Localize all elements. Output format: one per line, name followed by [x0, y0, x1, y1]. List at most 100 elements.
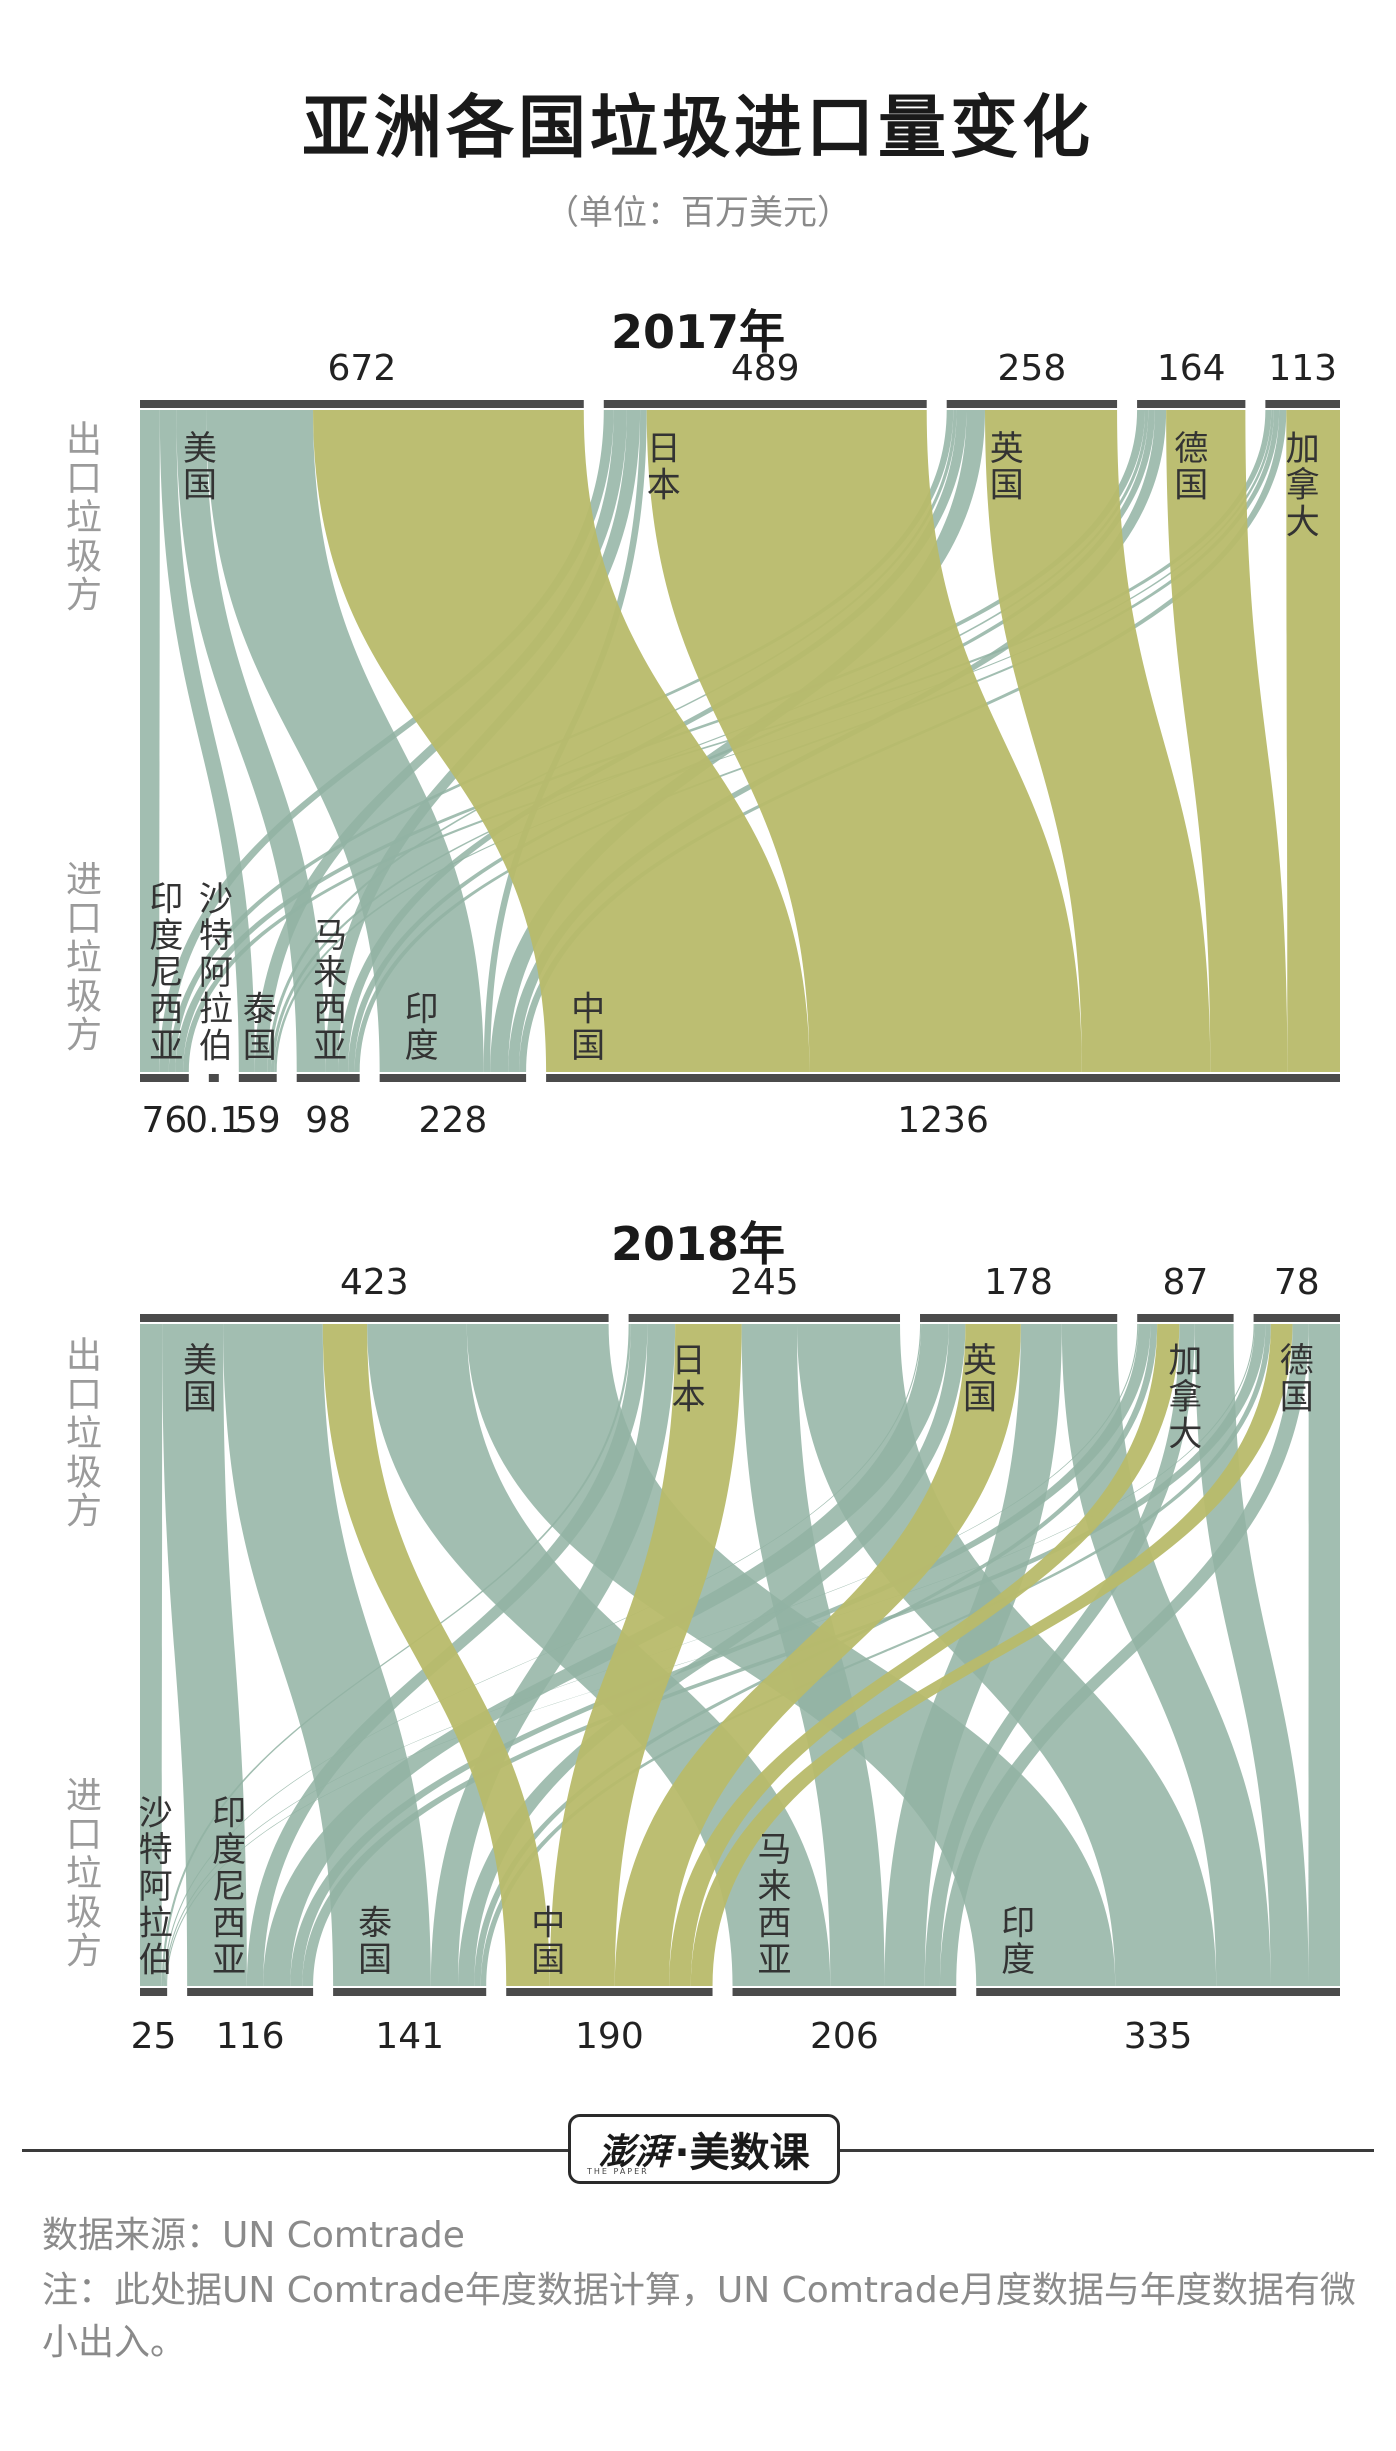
footnote: 注：此处据UN Comtrade年度数据计算，UN Comtrade月度数据与年…	[42, 2270, 1356, 2363]
flow-band	[162, 1324, 247, 1986]
flow-band	[223, 1324, 431, 1986]
side-label-export: 出口垃圾方	[66, 1336, 102, 1533]
logo-tiny-text: THE PAPER	[587, 2167, 649, 2176]
flow-band	[646, 410, 1082, 1072]
importer-bar	[379, 1074, 527, 1082]
importer-value: 25	[131, 2016, 177, 2057]
flow-band	[176, 410, 326, 1072]
flow-band	[924, 1324, 1195, 1986]
importer-value: 0.1	[185, 1100, 242, 1141]
flow-band	[549, 1324, 742, 1986]
importer-label: 印度尼西亚	[212, 1793, 246, 1980]
page-subtitle: （单位：百万美元）	[545, 193, 851, 233]
exporter-value: 78	[1274, 1262, 1320, 1303]
exporter-bar	[140, 400, 584, 408]
importer-label: 沙特阿拉伯	[139, 1793, 173, 1980]
flow-band	[140, 1324, 163, 1986]
flow-band	[302, 1324, 1266, 1986]
flow-band	[690, 1324, 1293, 1986]
flow-band	[480, 1324, 1271, 1986]
side-label-import: 进口垃圾方	[66, 1776, 102, 1973]
exporter-bar	[140, 1314, 609, 1322]
flow-band	[884, 1324, 1062, 1986]
importer-value: 98	[305, 1100, 351, 1141]
importer-label: 马来西亚	[313, 916, 347, 1066]
exporter-label: 日本	[647, 429, 681, 506]
exporter-label: 加拿大	[1286, 429, 1320, 542]
flow-band	[263, 1324, 949, 1986]
importer-bar	[506, 1988, 713, 1996]
flow-band	[206, 410, 484, 1072]
flow-band	[322, 1324, 550, 1986]
exporter-label: 加拿大	[1168, 1341, 1202, 1454]
exporter-bar	[1253, 1314, 1340, 1322]
importer-value: 228	[419, 1100, 488, 1141]
flow-band	[159, 410, 255, 1072]
flow-band	[669, 1324, 1180, 1986]
chart-title: 2018年	[611, 1217, 785, 1271]
importer-label: 印度	[405, 990, 439, 1067]
exporter-label: 美国	[183, 429, 217, 506]
importer-bar	[140, 1074, 189, 1082]
importer-label: 印度尼西亚	[149, 879, 183, 1066]
exporter-value: 258	[998, 348, 1067, 389]
flow-band	[159, 410, 614, 1072]
exporter-bar	[946, 400, 1118, 408]
exporter-bar	[628, 1314, 901, 1322]
exporter-label: 德国	[1174, 429, 1208, 506]
exporter-value: 178	[984, 1262, 1053, 1303]
importer-bar	[976, 1988, 1340, 1996]
exporter-label: 美国	[183, 1341, 217, 1418]
exporter-bar	[1265, 400, 1340, 408]
exporter-bar	[1137, 1314, 1234, 1322]
importer-bar	[140, 1988, 168, 1996]
importer-label: 马来西亚	[758, 1830, 792, 1980]
brand-logo: 澎湃 ·美数课 THE PAPER	[568, 2114, 840, 2184]
importer-label: 沙特阿拉伯	[199, 879, 233, 1066]
flow-band	[985, 410, 1211, 1072]
flow-band	[183, 410, 1272, 1072]
importer-value: 141	[375, 2016, 444, 2057]
exporter-label: 德国	[1280, 1341, 1314, 1418]
flow-band	[1308, 1324, 1340, 1986]
chart-title: 2017年	[611, 305, 785, 359]
importer-bar	[296, 1074, 360, 1082]
footer-divider-right	[840, 2149, 1374, 2152]
flow-band	[161, 1324, 631, 1986]
importer-value: 76	[142, 1100, 188, 1141]
flow-band	[457, 1324, 966, 1986]
flow-band	[614, 1324, 1021, 1986]
importer-label: 中国	[571, 990, 605, 1067]
flow-band	[313, 410, 810, 1072]
exporter-label: 日本	[672, 1341, 706, 1418]
logo-sub-text: ·美数课	[674, 2130, 810, 2176]
page-title: 亚洲各国垃圾进口量变化	[301, 89, 1094, 168]
exporter-label: 英国	[990, 429, 1024, 506]
logo-brand-text: 澎湃	[598, 2131, 671, 2173]
exporter-value: 489	[731, 348, 800, 389]
flow-band	[270, 410, 1149, 1072]
side-label-export: 出口垃圾方	[66, 420, 102, 617]
exporter-bar	[920, 1314, 1118, 1322]
flow-band	[163, 1324, 922, 1986]
importer-value: 59	[235, 1100, 281, 1141]
flow-band	[430, 1324, 676, 1986]
importer-label: 印度	[1001, 1904, 1035, 1981]
exporter-label: 英国	[963, 1341, 997, 1418]
sankey-charts: 2017年出口垃圾方进口垃圾方672美国489日本258英国164德国113加拿…	[66, 305, 1340, 2057]
flow-band	[290, 1324, 1151, 1986]
importer-bar	[238, 1074, 277, 1082]
flow-band	[1166, 410, 1288, 1072]
exporter-value: 423	[340, 1262, 409, 1303]
flow-band	[1286, 410, 1340, 1072]
importer-label: 中国	[531, 1904, 565, 1981]
importer-bar	[333, 1988, 487, 1996]
flow-band	[166, 1324, 1255, 1986]
importer-label: 泰国	[358, 1904, 392, 1981]
exporter-value: 245	[730, 1262, 799, 1303]
importer-value: 190	[575, 2016, 644, 2057]
flow-band	[939, 1324, 1309, 1986]
importer-bar	[732, 1988, 957, 1996]
importer-label: 泰国	[243, 990, 277, 1067]
exporter-bar	[1137, 400, 1246, 408]
